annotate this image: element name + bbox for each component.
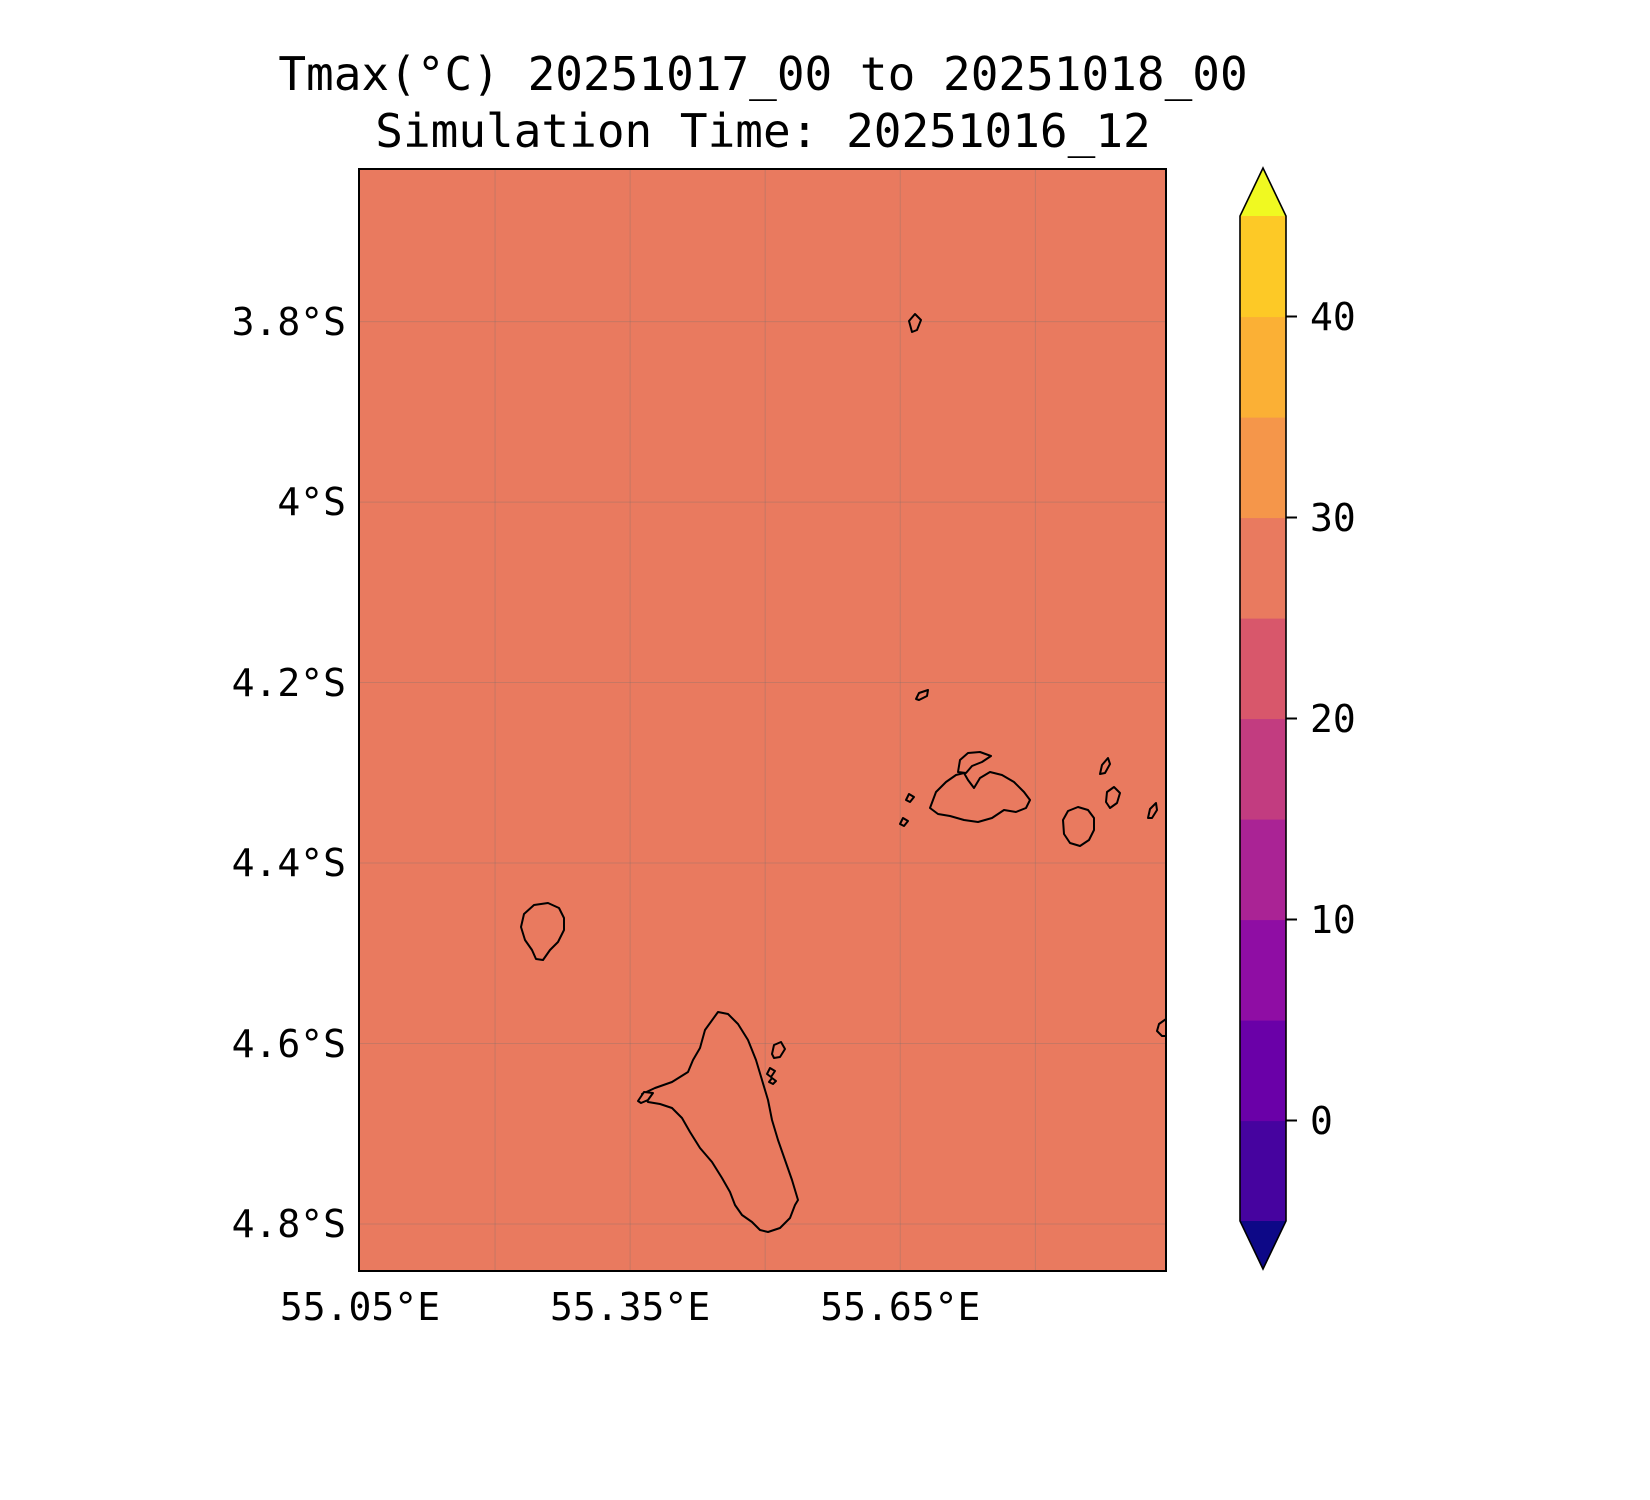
colorbar-segment (1240, 517, 1286, 619)
colorbar-segment (1240, 316, 1286, 418)
island-therese (637, 1091, 654, 1104)
colorbar-segment (1240, 1020, 1286, 1122)
island-denis (908, 313, 922, 333)
colorbar-tick-label: 30 (1310, 495, 1356, 540)
y-tick-label: 4.2°S (231, 660, 346, 705)
chart-subtitle: Simulation Time: 20251016_12 (375, 104, 1151, 158)
colorbar-segment (1240, 919, 1286, 1021)
colorbar-tick-label: 10 (1310, 897, 1356, 942)
island-fregate (1156, 1018, 1165, 1037)
y-tick-label: 4.4°S (231, 841, 346, 886)
title-block: Tmax(°C) 20251017_00 to 20251018_00 Simu… (278, 46, 1247, 160)
island-aride (915, 689, 929, 701)
colorbar-segment (1240, 1120, 1286, 1222)
y-tick-label: 4.6°S (231, 1021, 346, 1066)
colorbar-tick-label: 20 (1310, 696, 1356, 741)
colorbar-under-arrow (1240, 1221, 1286, 1269)
island-la-digue (1062, 806, 1095, 847)
island-cerf-islet (768, 1077, 777, 1085)
island-cousin (905, 793, 915, 803)
island-felicite (1105, 786, 1121, 809)
island-ste-anne (771, 1041, 786, 1059)
map-plot-area (358, 168, 1167, 1272)
colorbar-segment (1240, 417, 1286, 519)
colorbar-outline (1239, 166, 1287, 1271)
island-silhouette (520, 902, 565, 961)
island-cousine (899, 817, 909, 827)
island-mahe (641, 1011, 799, 1233)
coastlines-layer (360, 170, 1165, 1270)
chart-title: Tmax(°C) 20251017_00 to 20251018_00 (278, 47, 1248, 101)
island-cerf (766, 1067, 776, 1078)
x-tick-label: 55.35°E (550, 1285, 711, 1329)
colorbar-tick-label: 0 (1310, 1098, 1333, 1143)
colorbar (1239, 166, 1297, 1271)
y-tick-label: 3.8°S (231, 299, 346, 344)
island-curieuse (957, 751, 992, 774)
island-sister-islands (1099, 757, 1111, 775)
colorbar-over-arrow (1240, 168, 1286, 216)
colorbar-segment (1240, 618, 1286, 720)
island-marianne (1147, 802, 1158, 819)
y-tick-label: 4.8°S (231, 1201, 346, 1246)
colorbar-segment (1240, 216, 1286, 318)
x-tick-label: 55.65°E (820, 1285, 981, 1329)
colorbar-segment (1240, 819, 1286, 921)
colorbar-segment (1240, 718, 1286, 820)
x-tick-label: 55.05°E (279, 1285, 441, 1329)
island-praslin (929, 771, 1031, 823)
colorbar-tick-label: 40 (1310, 294, 1356, 339)
y-tick-label: 4°S (277, 480, 346, 525)
